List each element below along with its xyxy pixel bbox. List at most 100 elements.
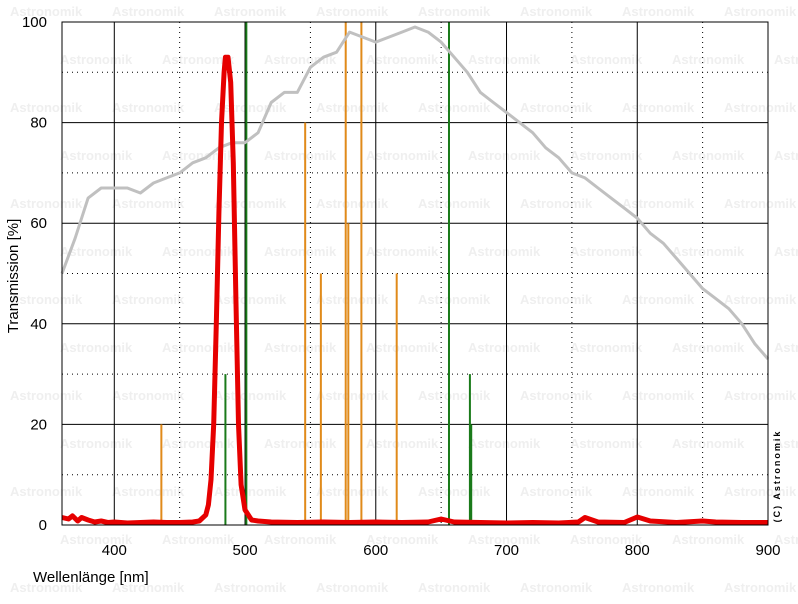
watermark-text: Astronomik bbox=[622, 580, 695, 595]
watermark-text: Astronomik bbox=[112, 580, 185, 595]
watermark-text: Astronomik bbox=[316, 4, 389, 19]
watermark-text: Astronomik bbox=[622, 196, 695, 211]
watermark-text: Astronomik bbox=[724, 580, 797, 595]
watermark-text: Astronomik bbox=[112, 4, 185, 19]
watermark-text: Astronomik bbox=[264, 340, 337, 355]
watermark-text: Astronomik bbox=[418, 580, 491, 595]
watermark-text: Astronomik bbox=[724, 292, 797, 307]
watermark-text: Astronomik bbox=[774, 436, 798, 451]
watermark-text: Astronomik bbox=[724, 100, 797, 115]
watermark-text: Astronomik bbox=[468, 532, 541, 547]
watermark-text: Astronomik bbox=[570, 436, 643, 451]
watermark-text: Astronomik bbox=[570, 148, 643, 163]
emission-lines bbox=[160, 22, 473, 525]
watermark-text: Astronomik bbox=[264, 532, 337, 547]
watermark-text: Astronomik bbox=[214, 196, 287, 211]
watermark-text: Astronomik bbox=[366, 340, 439, 355]
watermark-text: Astronomik bbox=[672, 436, 745, 451]
watermark-text: Astronomik bbox=[774, 244, 798, 259]
watermark-text: Astronomik bbox=[622, 484, 695, 499]
watermark-text: Astronomik bbox=[112, 292, 185, 307]
watermark-text: Astronomik bbox=[622, 100, 695, 115]
watermark-text: Astronomik bbox=[112, 388, 185, 403]
watermark-text: Astronomik bbox=[366, 436, 439, 451]
y-axis-title: Transmission [%] bbox=[5, 219, 22, 333]
watermark-text: Astronomik bbox=[570, 532, 643, 547]
watermark-text: Astronomik bbox=[366, 52, 439, 67]
x-tick-labels: 400 500 600 700 800 900 bbox=[102, 542, 781, 559]
watermark-text: Astronomik bbox=[264, 148, 337, 163]
watermark-text: Astronomik bbox=[774, 532, 798, 547]
y-tick-label: 40 bbox=[30, 316, 47, 333]
watermark-text: Astronomik bbox=[418, 100, 491, 115]
y-tick-labels: 0 20 40 60 80 100 bbox=[22, 14, 47, 534]
watermark-text: Astronomik bbox=[774, 52, 798, 67]
series-filter-line bbox=[61, 54, 768, 526]
watermark-text: Astronomik bbox=[10, 580, 83, 595]
watermark-text: Astronomik bbox=[570, 52, 643, 67]
x-axis-title: Wellenlänge [nm] bbox=[33, 569, 149, 586]
x-tick-label: 900 bbox=[755, 542, 780, 559]
watermark-text: Astronomik bbox=[162, 436, 235, 451]
watermark-text: Astronomik bbox=[622, 4, 695, 19]
watermark-text: Astronomik bbox=[468, 148, 541, 163]
watermark-text: Astronomik bbox=[162, 148, 235, 163]
watermark-text: Astronomik bbox=[520, 4, 593, 19]
watermark-text: Astronomik bbox=[10, 292, 83, 307]
watermark-text: Astronomik bbox=[366, 532, 439, 547]
watermark-text: Astronomik bbox=[672, 244, 745, 259]
watermark-text: Astronomik bbox=[418, 196, 491, 211]
watermark-text: Astronomik bbox=[316, 292, 389, 307]
watermark-text: Astronomik bbox=[264, 436, 337, 451]
watermark-text: Astronomik bbox=[622, 388, 695, 403]
y-tick-label: 60 bbox=[30, 215, 47, 232]
watermark-text: Astronomik bbox=[622, 292, 695, 307]
watermark-text: Astronomik bbox=[214, 484, 287, 499]
watermark-text: Astronomik bbox=[112, 100, 185, 115]
watermark-text: Astronomik bbox=[60, 340, 133, 355]
x-tick-label: 800 bbox=[625, 542, 650, 559]
watermark-text: Astronomik bbox=[520, 196, 593, 211]
watermark-text: Astronomik bbox=[468, 244, 541, 259]
x-tick-label: 400 bbox=[102, 542, 127, 559]
watermark-text: Astronomik bbox=[520, 292, 593, 307]
watermark-text: Astronomik bbox=[214, 292, 287, 307]
watermark-text: Astronomik bbox=[10, 4, 83, 19]
watermark-text: Astronomik bbox=[672, 340, 745, 355]
watermark-text: Astronomik bbox=[672, 148, 745, 163]
watermark-text: Astronomik bbox=[10, 484, 83, 499]
watermark-text: Astronomik bbox=[162, 52, 235, 67]
x-tick-label: 700 bbox=[494, 542, 519, 559]
watermark-text: Astronomik bbox=[520, 580, 593, 595]
watermark-text: Astronomik bbox=[418, 4, 491, 19]
watermark-text: Astronomik bbox=[60, 148, 133, 163]
watermark-text: Astronomik bbox=[264, 52, 337, 67]
watermark-text: Astronomik bbox=[366, 244, 439, 259]
watermark-text: Astronomik bbox=[366, 148, 439, 163]
watermark-text: Astronomik bbox=[724, 196, 797, 211]
x-tick-label: 500 bbox=[233, 542, 258, 559]
watermark-text: Astronomik bbox=[214, 388, 287, 403]
watermark-text: Astronomik bbox=[520, 388, 593, 403]
series-sensor-line bbox=[60, 25, 770, 360]
watermark-layer: Astronomik Astronomik Astronomik Astronomik… bbox=[10, 4, 798, 595]
watermark-text: Astronomik bbox=[520, 484, 593, 499]
watermark-text: Astronomik bbox=[468, 436, 541, 451]
watermark-text: Astronomik bbox=[316, 484, 389, 499]
watermark-text: Astronomik bbox=[570, 340, 643, 355]
watermark-text: Astronomik bbox=[468, 340, 541, 355]
watermark-text: Astronomik bbox=[316, 388, 389, 403]
watermark-text: Astronomik bbox=[418, 484, 491, 499]
watermark-text: Astronomik bbox=[10, 100, 83, 115]
watermark-text: Astronomik bbox=[10, 388, 83, 403]
watermark-text: Astronomik bbox=[264, 244, 337, 259]
watermark-text: Astronomik bbox=[724, 4, 797, 19]
watermark-text: Astronomik bbox=[162, 244, 235, 259]
y-tick-label: 0 bbox=[39, 517, 47, 534]
watermark-text: Astronomik bbox=[774, 148, 798, 163]
watermark-text: Astronomik bbox=[520, 100, 593, 115]
watermark-text: Astronomik bbox=[316, 100, 389, 115]
y-tick-label: 20 bbox=[30, 416, 47, 433]
watermark-text: Astronomik bbox=[60, 532, 133, 547]
